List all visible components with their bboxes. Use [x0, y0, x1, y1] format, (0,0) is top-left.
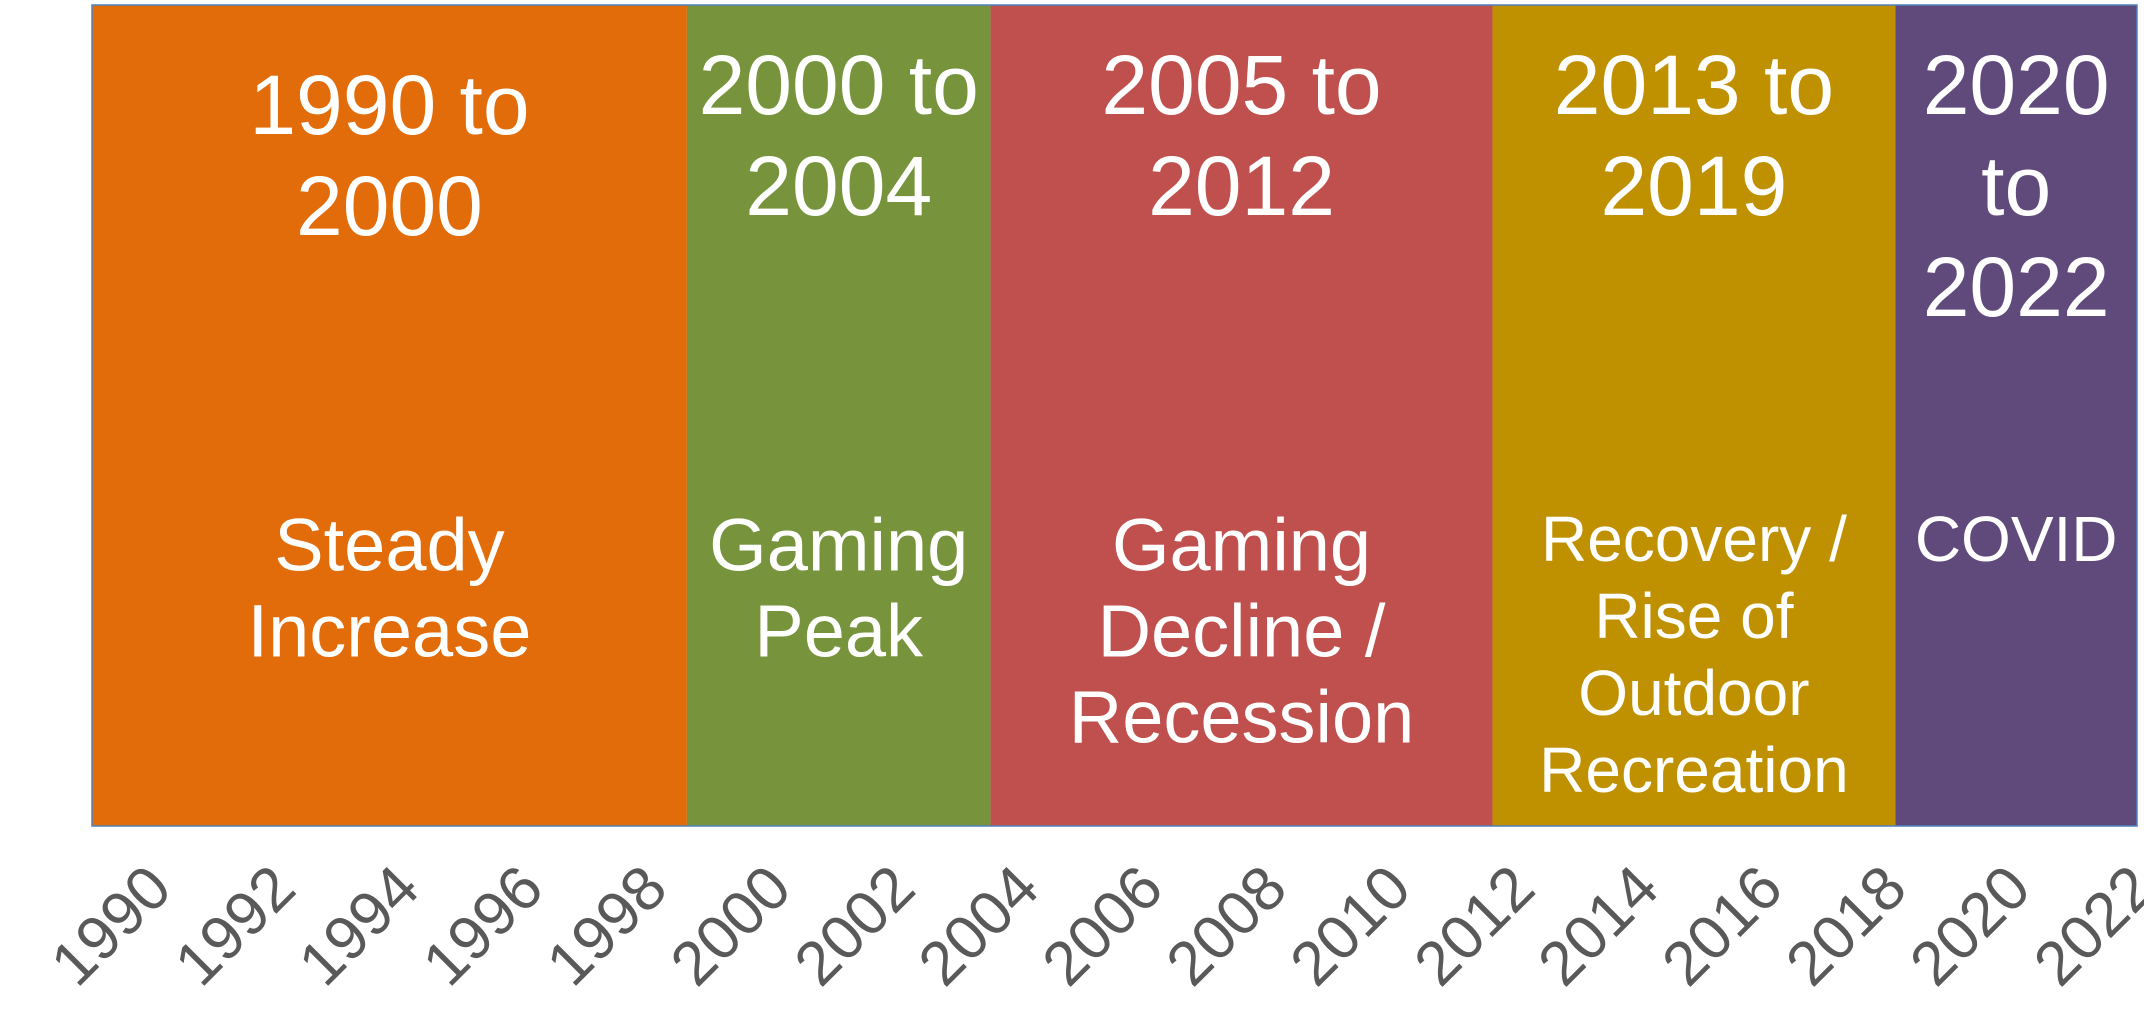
x-tick-label: 2006	[1030, 853, 1176, 999]
x-tick-label: 1990	[38, 853, 184, 999]
period-description: Recovery /	[1541, 503, 1847, 575]
x-tick-label: 2014	[1525, 853, 1671, 999]
period-band	[92, 5, 687, 826]
period-title: 2013 to	[1554, 38, 1834, 132]
period-title: 2019	[1600, 139, 1787, 233]
period-description: Outdoor	[1578, 657, 1809, 729]
x-tick-label: 1994	[286, 853, 432, 999]
period-description: COVID	[1915, 503, 2118, 575]
period-description: Gaming	[1112, 504, 1371, 587]
period-description: Steady	[274, 504, 504, 587]
plot-border	[91, 4, 2138, 827]
period-title: 2000	[296, 159, 483, 253]
period-title: 2020	[1923, 38, 2110, 132]
period-band	[1895, 5, 2137, 826]
x-tick-label: 2012	[1401, 853, 1547, 999]
x-tick-label: 2008	[1154, 853, 1300, 999]
period-description: Gaming	[709, 504, 968, 587]
period-description: Recession	[1069, 676, 1415, 759]
period-description: Increase	[248, 590, 532, 673]
x-tick-label: 2022	[2021, 853, 2144, 999]
period-title: 1990 to	[249, 58, 529, 152]
period-description: Peak	[754, 590, 924, 673]
x-tick-label: 2010	[1278, 853, 1424, 999]
period-title: 2005 to	[1101, 38, 1381, 132]
x-tick-label: 2002	[782, 853, 928, 999]
x-tick-label: 2000	[658, 853, 804, 999]
x-tick-label: 1992	[162, 853, 308, 999]
period-band	[990, 5, 1493, 826]
x-tick-label: 2020	[1897, 853, 2043, 999]
period-title: 2012	[1148, 139, 1335, 233]
x-tick-label: 1996	[410, 853, 556, 999]
period-title: 2000 to	[699, 38, 979, 132]
period-band	[686, 5, 991, 826]
period-title: 2004	[745, 139, 932, 233]
x-tick-label: 2018	[1773, 853, 1919, 999]
period-band	[1492, 5, 1896, 826]
x-tick-label: 2004	[906, 853, 1052, 999]
period-description: Decline /	[1098, 590, 1386, 673]
period-title: to	[1981, 139, 2051, 233]
x-tick-label: 2016	[1649, 853, 1795, 999]
period-title: 2022	[1923, 240, 2110, 334]
period-description: Rise of	[1594, 580, 1793, 652]
period-description: Recreation	[1539, 734, 1849, 806]
x-tick-label: 1998	[534, 853, 680, 999]
